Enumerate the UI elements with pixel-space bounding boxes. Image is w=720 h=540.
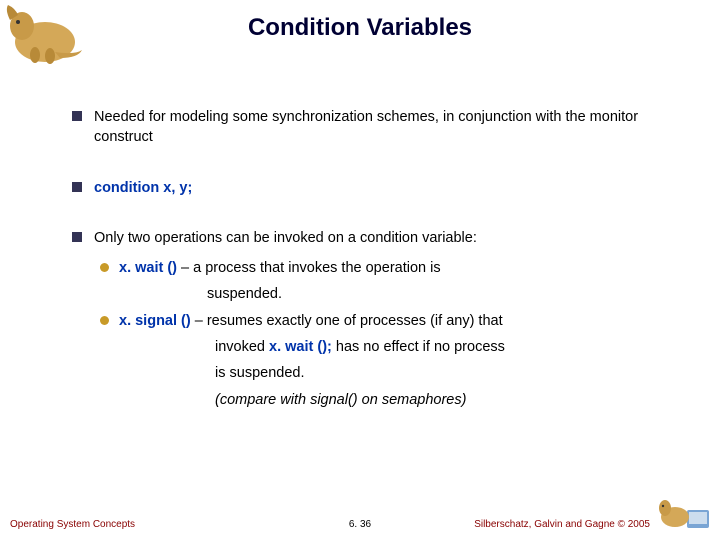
bullet-text: Needed for modeling some synchronization… [94, 107, 665, 148]
dinosaur-logo-bottom [657, 492, 712, 532]
circle-bullet-icon [100, 316, 109, 325]
continuation-text: invoked x. wait (); has no effect if no … [215, 337, 665, 357]
bullet-item: Needed for modeling some synchronization… [72, 107, 665, 148]
sub-bullet-item: x. signal () – resumes exactly one of pr… [72, 311, 665, 331]
page-number: 6. 36 [349, 519, 371, 530]
bullet-item: condition x, y; [72, 178, 665, 198]
footer-right-text: Silberschatz, Galvin and Gagne © 2005 [474, 519, 650, 530]
dinosaur-logo-top [0, 0, 85, 65]
continuation-text: suspended. [207, 284, 665, 304]
continuation-text: (compare with signal() on semaphores) [215, 390, 665, 410]
continuation-text: is suspended. [215, 363, 665, 383]
bullet-item: Only two operations can be invoked on a … [72, 228, 665, 248]
footer-left-text: Operating System Concepts [10, 519, 135, 530]
circle-bullet-icon [100, 263, 109, 272]
sub-bullet-text: x. wait () – a process that invokes the … [119, 258, 441, 278]
bullet-text: condition x, y; [94, 178, 192, 198]
square-bullet-icon [72, 111, 82, 121]
slide-title: Condition Variables [0, 0, 720, 52]
slide-content: Needed for modeling some synchronization… [0, 52, 720, 410]
bullet-text: Only two operations can be invoked on a … [94, 228, 477, 248]
square-bullet-icon [72, 232, 82, 242]
slide-footer: Operating System Concepts 6. 36 Silbersc… [0, 519, 720, 530]
sub-bullet-text: x. signal () – resumes exactly one of pr… [119, 311, 503, 331]
square-bullet-icon [72, 182, 82, 192]
sub-bullet-item: x. wait () – a process that invokes the … [72, 258, 665, 278]
